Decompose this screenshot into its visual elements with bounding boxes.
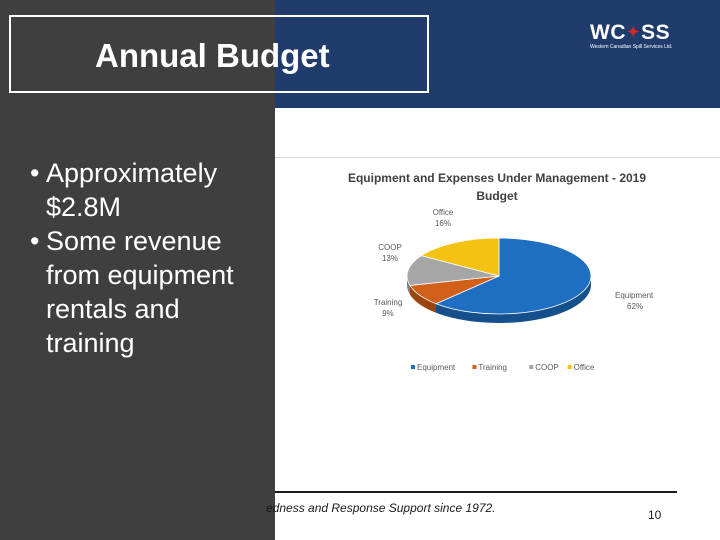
- legend-swatch-training: [472, 365, 477, 369]
- footer-divider: [275, 491, 677, 493]
- chart-title-line1: Equipment and Expenses Under Management …: [348, 171, 646, 185]
- data-label-equipment-name: Equipment: [615, 291, 654, 300]
- footer-text: edness and Response Support since 1972.: [266, 501, 496, 515]
- chart-legend: Equipment Training COOP Office: [411, 363, 595, 372]
- maple-leaf-icon: ✦: [627, 24, 641, 41]
- bullet-item: • Some revenue from equipment rentals an…: [30, 224, 275, 360]
- bullet-dot: •: [30, 158, 40, 188]
- data-label-training-value: 9%: [382, 309, 394, 318]
- bullet-list: • Approximately $2.8M • Some revenue fro…: [30, 156, 275, 360]
- legend-label-equipment: Equipment: [417, 363, 456, 372]
- legend-label-coop: COOP: [535, 363, 559, 372]
- pie-side-training: [409, 285, 437, 313]
- slide-title: Annual Budget: [95, 37, 330, 74]
- legend-label-training: Training: [478, 363, 507, 372]
- legend-swatch-office: [567, 365, 572, 369]
- bullet-dot: •: [30, 226, 40, 256]
- bullet-text: Some revenue from equipment rentals and …: [46, 226, 234, 358]
- pie-chart: Equipment and Expenses Under Management …: [348, 171, 654, 372]
- left-panel: [0, 0, 275, 540]
- legend-label-office: Office: [574, 363, 595, 372]
- pie-slice-equipment: [434, 237, 592, 315]
- data-label-training-name: Training: [374, 298, 403, 307]
- logo-text-right: SS: [641, 21, 671, 44]
- title-box: Annual Budget: [9, 15, 429, 93]
- legend-swatch-equipment: [411, 365, 415, 369]
- chart-panel: Equipment and Expenses Under Management …: [275, 157, 720, 384]
- pie-side-coop: [407, 276, 410, 295]
- bullet-item: • Approximately $2.8M: [30, 156, 275, 224]
- pie-slice-coop: [406, 255, 500, 286]
- bullet-text: Approximately $2.8M: [46, 158, 218, 222]
- pie-slice-office: [420, 237, 500, 277]
- data-label-equipment-value: 62%: [627, 302, 643, 311]
- pie-slices: [406, 237, 592, 323]
- data-label-coop-value: 13%: [382, 254, 398, 263]
- page-number: 10: [648, 508, 662, 522]
- company-logo: WC ✦ SS Western Canadian Spill Services …: [590, 22, 690, 56]
- logo-wordmark: WC ✦ SS: [590, 22, 690, 44]
- pie-side-equipment: [436, 276, 591, 323]
- pie-labels: Equipment 62% Training 9% COOP 13% Office 16%: [374, 208, 654, 318]
- data-label-coop-name: COOP: [378, 243, 402, 252]
- data-label-office-name: Office: [433, 208, 454, 217]
- logo-subtitle: Western Canadian Spill Services Ltd.: [590, 44, 673, 50]
- legend-swatch-coop: [529, 365, 534, 369]
- data-label-office-value: 16%: [435, 219, 451, 228]
- chart-title-line2: Budget: [476, 189, 517, 203]
- logo-text-left: WC: [590, 21, 626, 44]
